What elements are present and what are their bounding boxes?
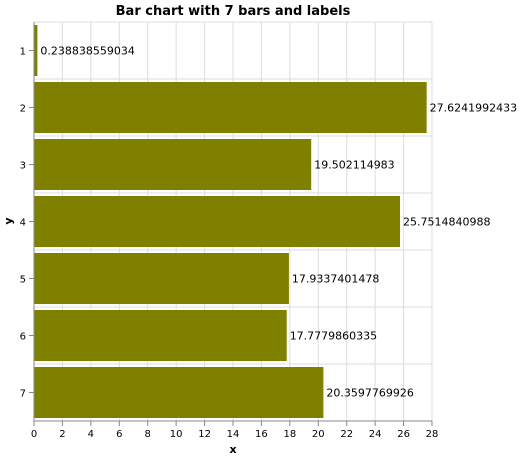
bar-7 xyxy=(34,367,324,418)
y-tick-label: 4 xyxy=(20,218,26,229)
y-tick-label: 2 xyxy=(20,104,26,115)
y-axis-title: y xyxy=(2,217,15,224)
chart-title: Bar chart with 7 bars and labels xyxy=(116,4,351,19)
bars xyxy=(34,25,427,418)
bar-value-label: 0.238838559034 xyxy=(40,45,134,58)
bar-3 xyxy=(34,139,312,190)
bar-value-label: 25.7514840988 xyxy=(403,216,490,229)
x-tick-label: 14 xyxy=(227,429,240,440)
x-tick-label: 22 xyxy=(340,429,353,440)
bar-6 xyxy=(34,310,287,361)
y-tick-label: 3 xyxy=(20,161,26,172)
x-tick-label: 4 xyxy=(88,429,94,440)
bar-value-label: 20.3597769926 xyxy=(326,387,413,400)
y-tick-label: 1 xyxy=(20,47,26,58)
y-tick-label: 6 xyxy=(20,332,26,343)
x-tick-label: 6 xyxy=(116,429,122,440)
x-tick-label: 18 xyxy=(283,429,296,440)
y-tick-label: 7 xyxy=(20,389,26,400)
bar-value-label: 17.9337401478 xyxy=(292,273,379,286)
x-tick-label: 2 xyxy=(59,429,65,440)
bar-2 xyxy=(34,82,427,133)
y-tick-label: 5 xyxy=(20,275,26,286)
x-tick-label: 24 xyxy=(369,429,382,440)
bar-value-label: 27.6241992433 xyxy=(430,102,517,115)
bar-5 xyxy=(34,253,289,304)
x-tick-label: 16 xyxy=(255,429,268,440)
bar-value-label: 19.502114983 xyxy=(314,159,394,172)
bar-1 xyxy=(34,25,38,76)
x-tick-label: 26 xyxy=(397,429,410,440)
bar-value-label: 17.7779860335 xyxy=(290,330,377,343)
x-tick-label: 8 xyxy=(145,429,151,440)
x-tick-label: 12 xyxy=(198,429,211,440)
data-labels: 0.238838559034 27.6241992433 19.502114983 2… xyxy=(40,45,517,400)
x-tick-label: 10 xyxy=(170,429,183,440)
x-tick-label: 0 xyxy=(31,429,37,440)
x-tick-label: 20 xyxy=(312,429,325,440)
x-tick-label: 28 xyxy=(426,429,439,440)
bar-4 xyxy=(34,196,401,247)
x-axis-title: x xyxy=(229,443,236,456)
